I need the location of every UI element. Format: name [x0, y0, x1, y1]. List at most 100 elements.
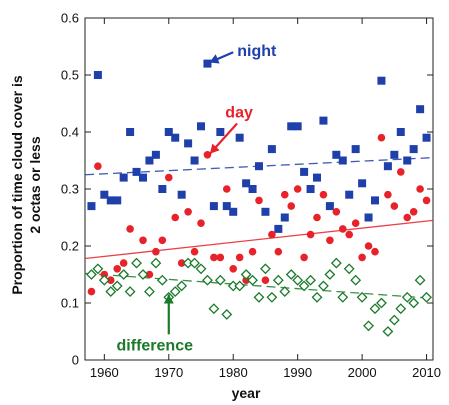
point-night	[126, 128, 135, 136]
point-difference	[169, 286, 181, 298]
point-day	[229, 265, 238, 273]
point-night	[383, 162, 392, 171]
point-day	[396, 168, 405, 176]
series-difference	[86, 257, 432, 337]
point-day	[319, 190, 328, 199]
point-night	[364, 213, 373, 222]
point-day	[306, 230, 315, 239]
series-day	[87, 133, 431, 296]
point-day	[222, 185, 231, 193]
point-night	[203, 59, 212, 68]
point-difference	[285, 269, 297, 280]
point-difference	[221, 308, 233, 320]
point-difference	[202, 274, 213, 286]
point-night	[371, 196, 379, 205]
point-difference	[305, 274, 316, 286]
point-night	[377, 76, 386, 85]
point-day	[106, 276, 115, 285]
point-night	[106, 196, 115, 205]
point-night	[222, 202, 231, 211]
point-day	[190, 247, 199, 256]
point-day	[358, 253, 366, 262]
point-day	[403, 213, 412, 222]
data-points	[86, 59, 432, 337]
y-tick-label: 0.1	[61, 296, 79, 311]
y-tick-label: 0.5	[61, 68, 79, 83]
point-night	[403, 156, 412, 165]
annotations: night day difference	[117, 43, 277, 354]
point-night	[332, 150, 341, 159]
point-day	[422, 196, 431, 205]
point-night	[119, 173, 128, 182]
point-day	[197, 219, 205, 227]
point-difference	[343, 263, 355, 275]
point-day	[119, 259, 128, 267]
point-difference	[414, 274, 426, 286]
point-night	[390, 150, 399, 159]
point-day	[345, 230, 354, 239]
point-night	[319, 116, 328, 125]
point-day	[248, 247, 257, 256]
point-night	[113, 196, 122, 205]
arrowhead-difference	[163, 294, 174, 304]
point-difference	[382, 326, 394, 337]
point-night	[396, 128, 405, 136]
point-difference	[260, 263, 271, 275]
trend-line-day	[84, 219, 434, 260]
point-difference	[118, 269, 130, 280]
point-difference	[111, 280, 123, 292]
point-day	[145, 270, 154, 279]
point-difference	[86, 269, 97, 280]
point-night	[151, 150, 160, 159]
point-day	[242, 276, 250, 285]
point-day	[255, 196, 263, 205]
point-night	[184, 139, 193, 148]
arrowhead-day	[210, 143, 220, 154]
arrowhead-night	[209, 54, 220, 64]
point-day	[171, 213, 180, 222]
point-difference	[324, 269, 336, 280]
point-difference	[330, 257, 342, 269]
point-night	[306, 185, 315, 193]
point-night	[100, 190, 109, 199]
point-night	[422, 133, 431, 142]
point-difference	[318, 280, 329, 292]
point-night	[209, 202, 218, 211]
point-difference	[98, 274, 110, 286]
point-night	[325, 202, 334, 211]
point-difference	[144, 286, 155, 298]
point-night	[416, 105, 425, 114]
point-night	[164, 128, 173, 136]
point-night	[87, 202, 96, 211]
label-day: day	[225, 104, 253, 121]
point-difference	[421, 291, 432, 303]
x-tick-label: 1960	[90, 365, 119, 380]
point-difference	[292, 274, 304, 286]
trend-lines	[84, 157, 434, 300]
point-day	[377, 133, 386, 142]
point-day	[371, 247, 379, 256]
point-day	[139, 236, 147, 245]
point-difference	[247, 274, 258, 286]
point-day	[416, 185, 424, 193]
point-night	[190, 156, 199, 165]
point-difference	[395, 303, 407, 315]
y-tick-label: 0.4	[61, 125, 79, 140]
point-night	[242, 179, 251, 188]
point-day	[158, 236, 167, 245]
point-day	[390, 202, 399, 210]
point-difference	[240, 269, 252, 280]
point-difference	[156, 274, 168, 286]
point-difference	[92, 263, 104, 275]
x-tick-label: 1990	[283, 365, 312, 380]
point-night	[409, 145, 418, 154]
point-day	[300, 253, 308, 262]
point-day	[326, 236, 334, 245]
x-tick-label: 1980	[219, 365, 248, 380]
point-difference	[401, 291, 413, 303]
point-difference	[208, 303, 220, 315]
point-day	[332, 208, 341, 216]
label-night: night	[237, 43, 277, 60]
point-day	[87, 287, 96, 296]
point-difference	[337, 291, 349, 303]
